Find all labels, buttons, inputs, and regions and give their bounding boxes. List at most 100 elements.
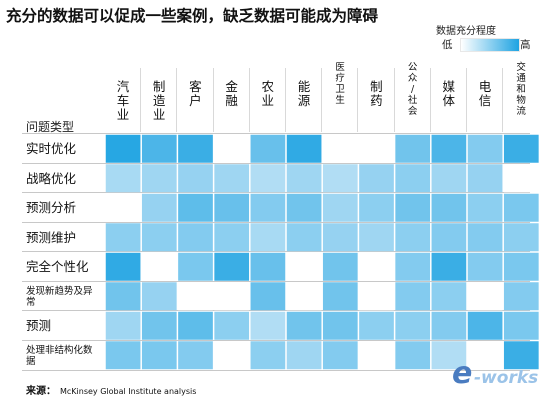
column-header: 公 众 / 社 会 [407, 62, 418, 117]
heatmap-cell [467, 311, 503, 340]
legend-high-label: 高 [520, 39, 531, 51]
heatmap-cell [467, 341, 503, 370]
heatmap-cell [467, 252, 503, 281]
heatmap-cell [395, 134, 431, 163]
heatmap-cell [503, 223, 539, 252]
heatmap-cell [141, 134, 177, 163]
column-divider [321, 68, 323, 132]
row-separator [22, 310, 530, 311]
heatmap-cell [141, 193, 177, 222]
heatmap-cell [250, 252, 286, 281]
heatmap-cell [322, 252, 358, 281]
row-separator [22, 192, 530, 193]
heatmap-cell [359, 223, 394, 252]
heatmap-cell [178, 223, 213, 252]
heatmap-cell [503, 164, 539, 193]
column-divider [502, 68, 504, 132]
heatmap-cell [214, 223, 250, 252]
heatmap-cell [395, 164, 431, 193]
heatmap-cell [322, 282, 358, 311]
heatmap-cell [503, 341, 539, 370]
heatmap-cell [322, 134, 358, 163]
heatmap-cell [105, 223, 141, 252]
column-header: 金 融 [225, 79, 238, 108]
heatmap-cell [431, 193, 467, 222]
heatmap-cell [178, 341, 213, 370]
heatmap-cell [503, 252, 539, 281]
column-header: 农 业 [261, 79, 275, 108]
column-divider [285, 68, 286, 132]
heatmap-cell [431, 134, 467, 163]
column-divider [357, 68, 359, 132]
heatmap-cell [141, 164, 177, 193]
heatmap-cell [395, 282, 431, 311]
eworks-logo-e: e [452, 356, 473, 391]
heatmap-cell [178, 252, 213, 281]
heatmap-cell [359, 311, 394, 340]
heatmap-cell [359, 193, 394, 222]
row-separator [22, 251, 530, 252]
column-divider [140, 68, 142, 132]
heatmap-cell [359, 134, 394, 163]
heatmap-cell [250, 282, 286, 311]
heatmap-cell [467, 223, 503, 252]
heatmap-cell [141, 341, 177, 370]
heatmap-cell [178, 164, 213, 193]
source-note: 来源： McKinsey Global Institute analysis [26, 382, 196, 397]
row-label: 处理非结构化数 据 [26, 344, 93, 367]
row-label: 预测 [26, 318, 52, 333]
heatmap-cell [431, 164, 467, 193]
column-divider [393, 68, 395, 132]
heatmap-cell [431, 341, 467, 370]
row-label: 预测分析 [26, 200, 77, 215]
heatmap-cell [359, 252, 394, 281]
legend-gradient-bar [460, 38, 520, 52]
row-axis-label: 问题类型 [26, 120, 75, 134]
heatmap-cell [178, 282, 213, 311]
heatmap-cell [467, 282, 503, 311]
heatmap-cell [431, 311, 467, 340]
heatmap-cell [503, 134, 539, 163]
heatmap-cell [431, 252, 467, 281]
row-separator [22, 370, 530, 371]
heatmap-cell [286, 311, 322, 340]
heatmap-cell [105, 134, 141, 163]
heatmap-cell [141, 252, 177, 281]
legend-low-label: 低 [442, 39, 453, 51]
heatmap-cell [141, 311, 177, 340]
heatmap-cell [214, 164, 250, 193]
row-separator [22, 162, 530, 164]
heatmap-cell [141, 223, 177, 252]
source-label: 来源： [26, 386, 56, 397]
row-label: 完全个性化 [26, 259, 89, 274]
heatmap-cell [322, 311, 358, 340]
source-text: McKinsey Global Institute analysis [60, 387, 197, 396]
row-label: 发现新趋势及异 常 [26, 285, 93, 308]
heatmap-cell [503, 193, 539, 222]
heatmap-cell [503, 282, 539, 311]
heatmap-cell [105, 252, 141, 281]
heatmap-cell [214, 282, 250, 311]
row-separator [22, 280, 530, 282]
heatmap-cell [395, 341, 431, 370]
column-divider [248, 68, 250, 132]
column-divider [176, 68, 178, 132]
heatmap-cell [395, 311, 431, 340]
heatmap-cell [214, 193, 250, 222]
heatmap-cell [467, 164, 503, 193]
heatmap-cell [250, 193, 286, 222]
heatmap-cell [250, 341, 286, 370]
heatmap-cell [250, 223, 286, 252]
column-header: 媒 体 [442, 79, 456, 108]
heatmap-cell [178, 311, 213, 340]
row-separator [22, 133, 530, 134]
heatmap-cell [286, 193, 322, 222]
eworks-logo: e -works [452, 356, 552, 396]
heatmap-cell [286, 164, 322, 193]
heatmap-cell [395, 223, 431, 252]
heatmap-cell [250, 311, 286, 340]
column-header: 制 药 [370, 79, 383, 108]
heatmap-cell [359, 282, 394, 311]
heatmap-cell [286, 282, 322, 311]
column-divider [429, 68, 431, 132]
